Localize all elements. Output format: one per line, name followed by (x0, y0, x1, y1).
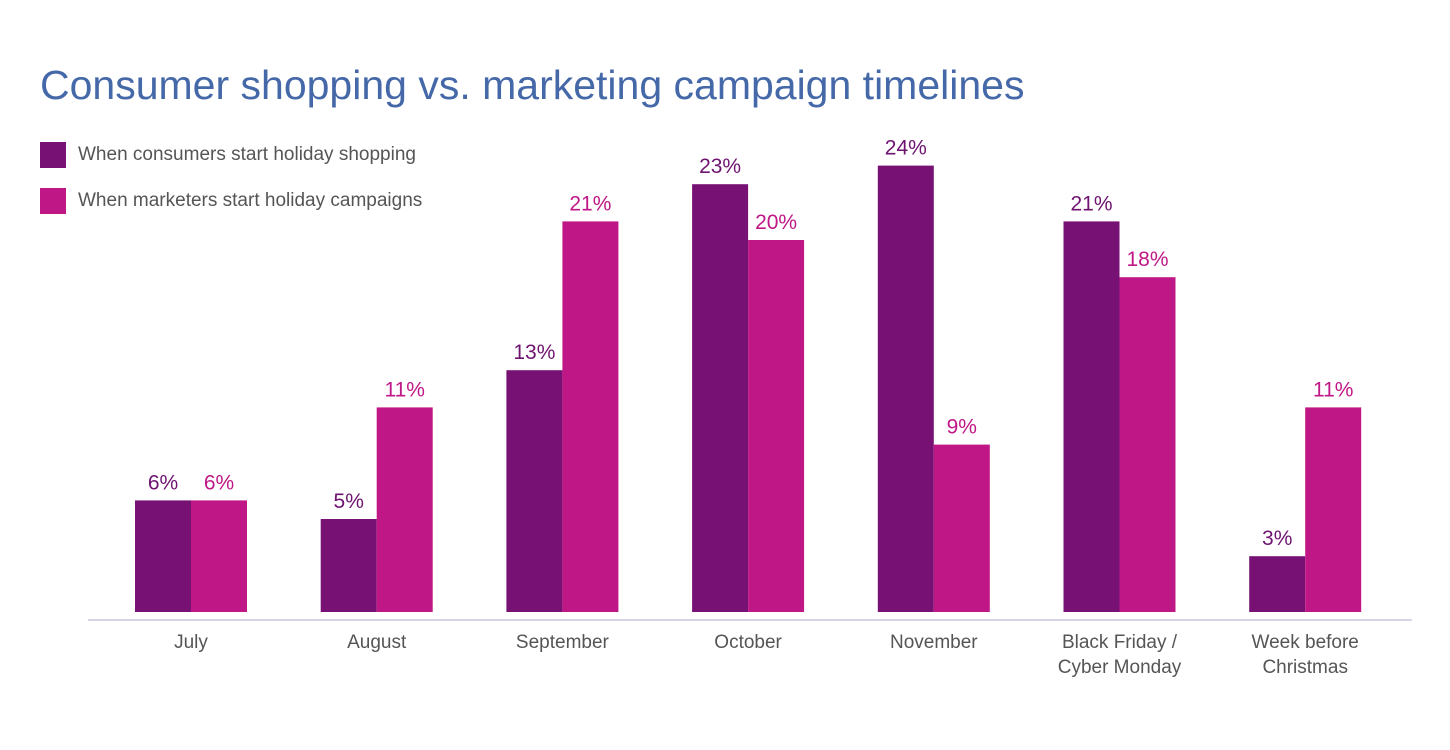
x-tick-label-november: November (890, 632, 978, 653)
legend-swatch-consumers (40, 142, 66, 168)
value-label-marketers-july: 6% (204, 471, 234, 494)
bar-consumers-november (877, 165, 934, 612)
bar-marketers-august (376, 407, 433, 612)
value-label-marketers-october: 20% (755, 211, 797, 234)
x-tick-label-week-before-christmas: Week before Christmas (1252, 632, 1359, 678)
bar-marketers-black-friday-cyber-monday (1119, 277, 1176, 612)
bar-marketers-october (748, 240, 805, 612)
bar-consumers-october (692, 184, 749, 612)
value-label-marketers-september: 21% (569, 192, 611, 215)
value-label-marketers-august: 11% (384, 378, 424, 401)
legend-label-consumers: When consumers start holiday shopping (78, 144, 416, 165)
value-label-consumers-july: 6% (148, 471, 178, 494)
bar-consumers-week-before-christmas (1249, 556, 1306, 612)
bar-marketers-november (933, 444, 990, 612)
bar-consumers-august (320, 519, 377, 612)
value-label-consumers-october: 23% (699, 155, 741, 178)
bar-consumers-july (135, 500, 191, 612)
value-label-consumers-week-before-christmas: 3% (1262, 527, 1292, 550)
value-label-consumers-november: 24% (885, 137, 927, 160)
value-label-marketers-black-friday-cyber-monday: 18% (1126, 248, 1168, 271)
bar-consumers-september (506, 370, 563, 612)
chart-title: Consumer shopping vs. marketing campaign… (40, 62, 1025, 108)
value-label-marketers-november: 9% (947, 416, 977, 439)
bar-marketers-july (191, 500, 247, 612)
x-tick-label-august: August (347, 632, 407, 653)
value-label-consumers-august: 5% (334, 490, 364, 513)
value-label-consumers-black-friday-cyber-monday: 21% (1070, 192, 1112, 215)
x-tick-label-october: October (714, 632, 782, 653)
legend-label-marketers: When marketers start holiday campaigns (78, 190, 423, 211)
x-tick-label-july: July (174, 632, 208, 653)
value-label-marketers-week-before-christmas: 11% (1313, 378, 1353, 401)
bar-marketers-september (562, 221, 619, 612)
bar-marketers-week-before-christmas (1305, 407, 1362, 612)
legend-swatch-marketers (40, 188, 66, 214)
value-label-consumers-september: 13% (513, 341, 555, 364)
bar-consumers-black-friday-cyber-monday (1063, 221, 1120, 612)
x-tick-label-september: September (516, 632, 610, 653)
x-tick-label-black-friday-cyber-monday: Black Friday / Cyber Monday (1058, 632, 1182, 678)
